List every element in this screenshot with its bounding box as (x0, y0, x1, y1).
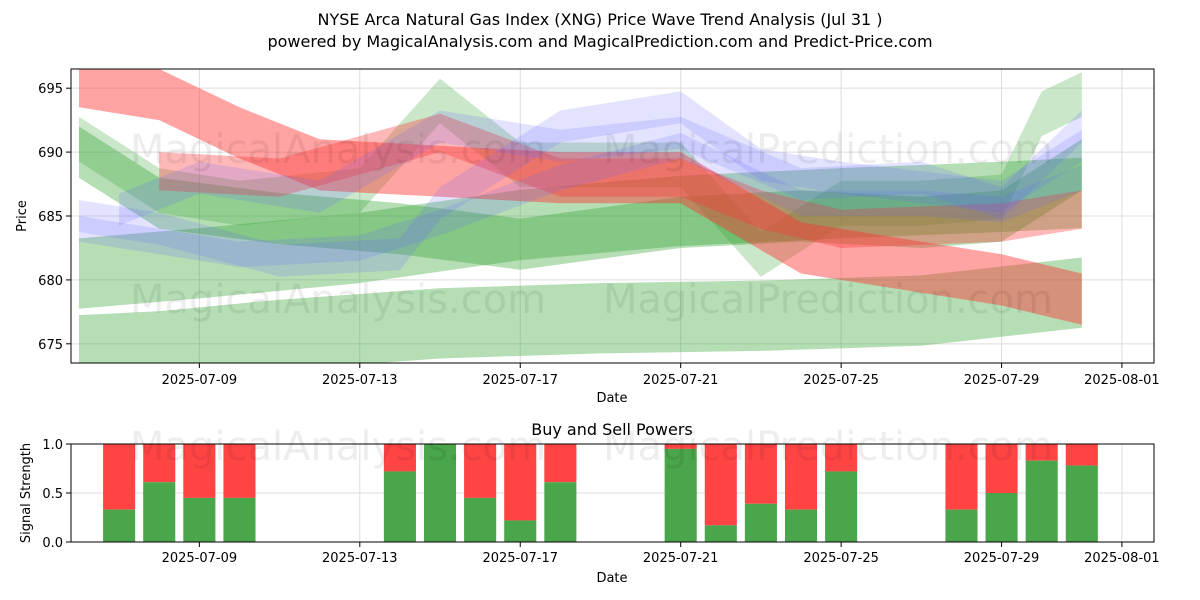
signal-axes: 2025-07-09 2025-07-13 2025-07-17 2025-07-21… (42, 438, 1159, 566)
signal-x-tick-label: 2025-07-09 (162, 551, 238, 566)
sell-bar (985, 444, 1018, 493)
price-x-axis-title: Date (596, 391, 627, 406)
price-band-green (79, 257, 1082, 363)
watermark-text: MagicalAnalysis.com (130, 277, 546, 323)
price-y-tick-label: 680 (38, 274, 63, 289)
price-band-green (79, 126, 1082, 270)
sell-bar (223, 444, 256, 498)
buy-bar (985, 493, 1018, 542)
buy-bar (383, 471, 416, 542)
signal-x-tick-label: 2025-07-29 (964, 551, 1040, 566)
signal-y-tick-label: 1.0 (42, 438, 63, 453)
signal-bars (103, 444, 1098, 542)
watermark-text: MagicalPrediction.com (603, 277, 1053, 323)
sell-bar (143, 444, 176, 483)
price-x-tick-label: 2025-07-09 (162, 373, 238, 388)
watermark-text: MagicalPrediction.com (603, 424, 1053, 470)
watermark-text: MagicalAnalysis.com (130, 127, 546, 173)
signal-y-axis-title: Signal Strength (19, 443, 34, 543)
buy-bar (544, 482, 577, 542)
chart-title: NYSE Arca Natural Gas Index (XNG) Price … (317, 10, 883, 29)
sell-bar (103, 444, 136, 510)
price-grid (71, 69, 1154, 363)
signal-x-axis-title: Date (596, 571, 627, 586)
price-band-blue (119, 110, 1082, 226)
sell-bar (825, 444, 858, 472)
sell-bar (704, 444, 737, 526)
signal-chart-title: Buy and Sell Powers (531, 420, 693, 439)
sell-bar (1065, 444, 1098, 466)
price-y-axis-title: Price (15, 200, 30, 232)
signal-watermarks: MagicalAnalysis.com MagicalPrediction.co… (130, 424, 1053, 470)
price-y-tick-label: 685 (38, 210, 63, 225)
sell-bar (504, 444, 537, 521)
price-y-tick-label: 690 (38, 146, 63, 161)
price-band-blue (79, 132, 1082, 268)
buy-bar (825, 471, 858, 542)
price-x-tick-label: 2025-07-17 (482, 373, 558, 388)
buy-bar (945, 509, 978, 542)
watermark-text: MagicalAnalysis.com (130, 424, 546, 470)
price-band-red (79, 69, 1082, 325)
chart-subtitle: powered by MagicalAnalysis.com and Magic… (267, 32, 933, 51)
buy-bar (704, 525, 737, 542)
buy-bar (223, 497, 256, 542)
buy-bar (1025, 460, 1058, 542)
price-band-green (79, 157, 1082, 309)
signal-x-tick-label: 2025-07-13 (322, 551, 398, 566)
buy-bar (103, 509, 136, 542)
sell-bar (664, 444, 697, 449)
price-y-tick-label: 675 (38, 338, 63, 353)
price-x-tick-label: 2025-08-01 (1084, 373, 1160, 388)
sell-bar (945, 444, 978, 510)
buy-bar (183, 497, 216, 542)
signal-x-tick-label: 2025-07-21 (643, 551, 719, 566)
price-watermarks: MagicalAnalysis.com MagicalPrediction.co… (130, 127, 1053, 323)
buy-bar (1065, 465, 1098, 542)
price-x-tick-label: 2025-07-25 (803, 373, 879, 388)
buy-bar (464, 497, 497, 542)
sell-bar (744, 444, 777, 504)
buy-bar (664, 448, 697, 542)
sell-bar (464, 444, 497, 498)
buy-bar (143, 482, 176, 542)
sell-bar (383, 444, 416, 472)
buy-bar (423, 444, 457, 542)
buy-bar (744, 503, 777, 542)
price-band-green (79, 72, 1082, 277)
sell-bar (784, 444, 818, 510)
sell-bar (1025, 444, 1058, 461)
price-band-red (159, 113, 1082, 248)
price-axes: 2025-07-09 2025-07-13 2025-07-17 2025-07-21… (38, 82, 1160, 388)
buy-bar (504, 520, 537, 542)
signal-x-tick-label: 2025-07-17 (482, 551, 558, 566)
price-bands (79, 69, 1082, 363)
sell-bar (544, 444, 577, 483)
signal-x-tick-label: 2025-07-25 (803, 551, 879, 566)
buy-bar (784, 509, 818, 542)
price-x-tick-label: 2025-07-29 (964, 373, 1040, 388)
price-y-tick-label: 695 (38, 82, 63, 97)
signal-y-tick-label: 0.0 (42, 536, 63, 551)
price-x-tick-label: 2025-07-21 (643, 373, 719, 388)
price-band-blue (79, 91, 1082, 277)
signal-x-tick-label: 2025-08-01 (1084, 551, 1160, 566)
signal-y-tick-label: 0.5 (42, 487, 63, 502)
sell-bar (183, 444, 216, 498)
watermark-text: MagicalPrediction.com (603, 127, 1053, 173)
price-x-tick-label: 2025-07-13 (322, 373, 398, 388)
